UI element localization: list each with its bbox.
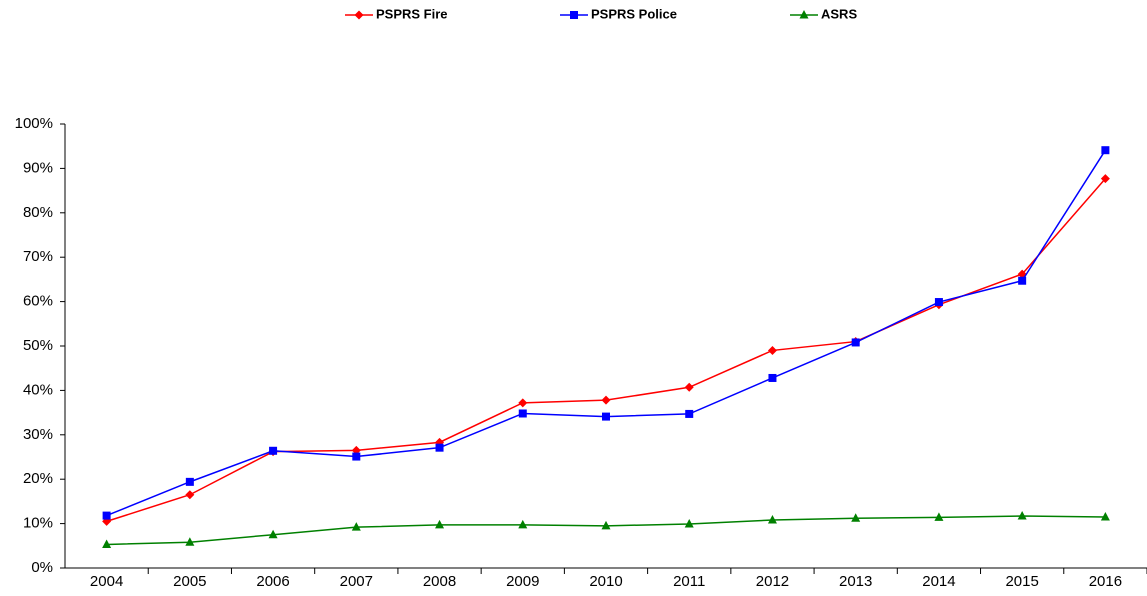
legend-marker — [799, 10, 809, 19]
y-tick-label: 90% — [23, 159, 53, 176]
data-point — [851, 513, 861, 522]
x-tick-label: 2014 — [922, 573, 955, 590]
data-point — [185, 477, 194, 486]
data-point — [268, 529, 278, 539]
data-point — [767, 345, 777, 355]
legend-label: PSPRS Fire — [376, 6, 448, 21]
data-point — [602, 412, 610, 421]
data-point — [269, 446, 278, 455]
data-point — [934, 512, 944, 521]
y-tick-label: 80% — [23, 204, 53, 221]
x-tick-label: 2012 — [756, 573, 789, 590]
y-tick-label: 70% — [23, 248, 53, 265]
x-tick-label: 2010 — [589, 573, 622, 590]
data-point — [352, 452, 361, 461]
y-tick-label: 0% — [31, 559, 53, 576]
data-point — [102, 511, 111, 520]
y-tick-label: 40% — [23, 381, 53, 398]
data-point — [185, 537, 195, 546]
x-tick-label: 2006 — [256, 573, 289, 590]
data-point — [518, 519, 528, 529]
data-point — [685, 409, 694, 418]
y-tick-label: 60% — [23, 293, 53, 310]
y-tick-label: 20% — [23, 470, 53, 487]
data-point — [767, 515, 777, 524]
data-point — [1018, 276, 1027, 285]
data-point — [518, 409, 527, 418]
data-point — [1100, 174, 1110, 184]
x-tick-label: 2007 — [340, 573, 373, 590]
y-tick-label: 30% — [23, 426, 53, 443]
data-point — [351, 522, 361, 531]
legend-marker — [354, 10, 364, 20]
data-point — [768, 373, 777, 382]
data-point — [1017, 511, 1027, 520]
x-tick-label: 2005 — [173, 573, 206, 590]
series-line — [106, 515, 1106, 546]
data-point — [435, 519, 445, 529]
data-point — [601, 520, 611, 530]
legend-marker — [570, 11, 578, 19]
data-point — [102, 539, 112, 548]
legend-label: PSPRS Police — [591, 6, 677, 21]
data-point — [934, 298, 943, 307]
legend-label: ASRS — [821, 6, 857, 21]
x-tick-label: 2009 — [506, 573, 539, 590]
data-point — [601, 395, 611, 405]
data-point — [435, 443, 444, 452]
y-tick-label: 50% — [23, 337, 53, 354]
data-point — [518, 398, 528, 408]
data-point — [185, 490, 195, 500]
data-point — [851, 338, 860, 347]
x-tick-label: 2015 — [1005, 573, 1038, 590]
x-tick-label: 2004 — [90, 573, 123, 590]
data-point — [684, 382, 694, 392]
series-line — [106, 178, 1106, 523]
x-tick-label: 2008 — [423, 573, 456, 590]
x-tick-label: 2013 — [839, 573, 872, 590]
data-point — [1101, 146, 1110, 155]
x-tick-label: 2011 — [673, 573, 705, 590]
y-tick-label: 100% — [15, 115, 53, 132]
y-tick-label: 10% — [23, 515, 53, 532]
data-point — [684, 519, 694, 528]
x-tick-label: 2016 — [1089, 573, 1122, 590]
data-point — [1100, 511, 1110, 521]
